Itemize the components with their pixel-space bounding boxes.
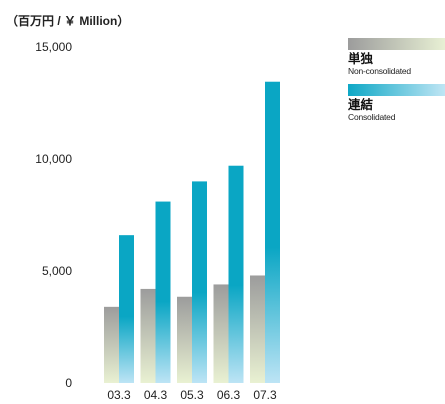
x-axis: 03.3 04.3 05.3 06.3 07.3 bbox=[107, 388, 277, 402]
x-tick-label: 05.3 bbox=[180, 388, 204, 402]
bar-consolidated bbox=[155, 201, 171, 383]
legend-label-nonconsolidated: 単独 bbox=[348, 52, 374, 66]
y-axis: 0 5,000 10,000 15,000 bbox=[35, 40, 72, 390]
legend-item-nonconsolidated: 単独 Non-consolidated bbox=[348, 38, 445, 76]
y-tick-label: 0 bbox=[65, 376, 72, 390]
legend-item-consolidated: 連結 Consolidated bbox=[348, 84, 445, 122]
bar-nonconsolidated bbox=[177, 296, 192, 383]
bar-consolidated bbox=[265, 81, 280, 383]
bar-nonconsolidated bbox=[104, 306, 119, 383]
bar-nonconsolidated bbox=[140, 288, 156, 383]
legend: 単独 Non-consolidated 連結 Consolidated bbox=[348, 38, 445, 130]
bars bbox=[104, 81, 280, 383]
x-tick-label: 06.3 bbox=[217, 388, 241, 402]
bar-consolidated bbox=[192, 181, 207, 383]
legend-sublabel-consolidated: Consolidated bbox=[348, 112, 396, 122]
y-tick-label: 15,000 bbox=[35, 40, 72, 54]
bar-nonconsolidated bbox=[250, 275, 265, 383]
y-tick-label: 5,000 bbox=[42, 264, 72, 278]
legend-swatch-consolidated bbox=[348, 84, 445, 96]
x-tick-label: 07.3 bbox=[253, 388, 277, 402]
legend-label-consolidated: 連結 bbox=[348, 98, 374, 112]
bar-nonconsolidated bbox=[213, 284, 229, 383]
legend-swatch-nonconsolidated bbox=[348, 38, 445, 50]
bar-consolidated bbox=[228, 165, 244, 383]
unit-label: （百万円 / ￥ Million） bbox=[6, 14, 130, 28]
bar-consolidated bbox=[119, 235, 134, 383]
x-tick-label: 03.3 bbox=[107, 388, 131, 402]
y-tick-label: 10,000 bbox=[35, 152, 72, 166]
legend-sublabel-nonconsolidated: Non-consolidated bbox=[348, 66, 411, 76]
x-tick-label: 04.3 bbox=[144, 388, 168, 402]
